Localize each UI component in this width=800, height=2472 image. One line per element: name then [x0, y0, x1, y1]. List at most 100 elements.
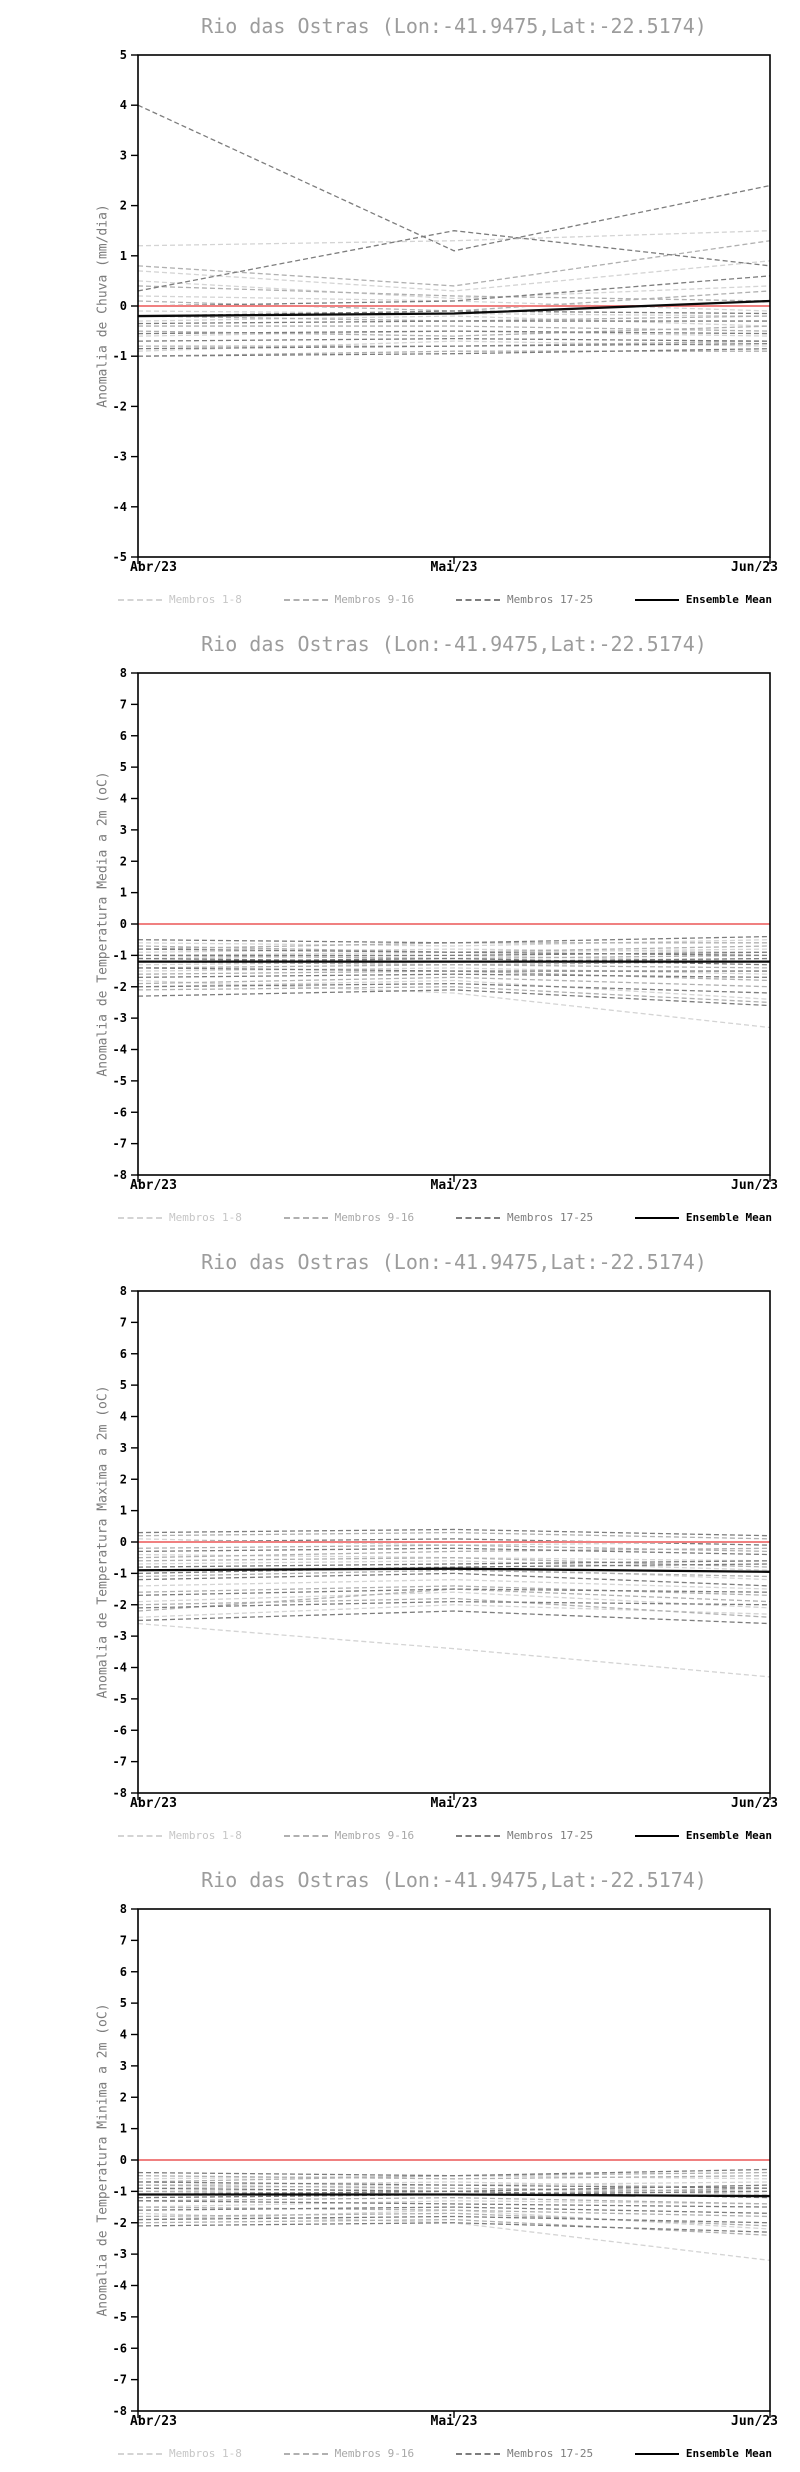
svg-text:0: 0 — [120, 917, 127, 931]
svg-text:-6: -6 — [113, 2341, 127, 2355]
svg-text:6: 6 — [120, 729, 127, 743]
solid-line-sample — [634, 2452, 679, 2455]
legend-label: Ensemble Mean — [685, 2447, 772, 2460]
legend-label: Membros 1-8 — [169, 2447, 242, 2460]
chart-temp-minima-anomaly: Rio das Ostras (Lon:-41.9475,Lat:-22.517… — [0, 1854, 800, 2472]
svg-text:-3: -3 — [113, 1011, 127, 1025]
legend-item-membros-1-8: Membros 1-8 — [118, 1829, 242, 1842]
svg-text:-8: -8 — [113, 2404, 127, 2418]
legend-item-membros-9-16: Membros 9-16 — [283, 593, 415, 606]
dashed-line-sample — [118, 1834, 162, 1837]
legend-label: Membros 9-16 — [334, 593, 415, 606]
solid-line-sample — [634, 1834, 679, 1837]
svg-text:-1: -1 — [113, 2184, 127, 2198]
legend-item-membros-17-25: Membros 17-25 — [455, 1829, 594, 1842]
svg-text:4: 4 — [120, 2028, 127, 2042]
legend-label: Membros 17-25 — [506, 1829, 594, 1842]
svg-text:-7: -7 — [113, 2373, 127, 2387]
svg-text:7: 7 — [120, 1933, 127, 1947]
x-tick-label: Abr/23 — [130, 2414, 177, 2429]
legend-label: Membros 17-25 — [506, 1211, 594, 1224]
svg-text:-1: -1 — [113, 349, 127, 363]
x-tick-label: Mai/23 — [430, 1178, 478, 1193]
svg-text:3: 3 — [120, 1441, 127, 1455]
x-tick-label: Jun/23 — [731, 1178, 778, 1193]
svg-text:8: 8 — [120, 1284, 127, 1298]
svg-text:-5: -5 — [113, 2310, 127, 2324]
svg-text:-7: -7 — [113, 1137, 127, 1151]
legend-label: Ensemble Mean — [685, 1829, 772, 1842]
legend-label: Ensemble Mean — [685, 593, 772, 606]
legend-item-ensemble-mean: Ensemble Mean — [634, 593, 772, 606]
legend-item-membros-17-25: Membros 17-25 — [455, 2447, 594, 2460]
svg-text:4: 4 — [120, 1410, 127, 1424]
chart-rain-anomaly: Rio das Ostras (Lon:-41.9475,Lat:-22.517… — [0, 0, 800, 618]
legend-label: Membros 9-16 — [334, 1829, 415, 1842]
legend-label: Membros 1-8 — [169, 1211, 242, 1224]
svg-text:-6: -6 — [113, 1105, 127, 1119]
svg-text:-3: -3 — [113, 450, 127, 464]
x-tick-label: Abr/23 — [130, 560, 177, 575]
legend: Membros 1-8 Membros 9-16 Membros 17-25 E… — [118, 593, 772, 606]
svg-text:-5: -5 — [113, 550, 127, 564]
legend-item-membros-17-25: Membros 17-25 — [455, 593, 594, 606]
svg-text:4: 4 — [120, 98, 127, 112]
svg-text:5: 5 — [120, 1378, 127, 1392]
dashed-line-sample — [455, 2452, 500, 2455]
svg-text:-4: -4 — [113, 1661, 127, 1675]
legend-label: Membros 9-16 — [334, 1211, 415, 1224]
svg-text:-4: -4 — [113, 2279, 127, 2293]
svg-text:4: 4 — [120, 792, 127, 806]
legend-label: Membros 1-8 — [169, 1829, 242, 1842]
dashed-line-sample — [283, 1834, 328, 1837]
y-axis-label: Anomalia de Chuva (mm/dia) — [95, 204, 111, 408]
svg-text:-2: -2 — [113, 399, 127, 413]
svg-text:-5: -5 — [113, 1074, 127, 1088]
svg-text:5: 5 — [120, 48, 127, 62]
legend: Membros 1-8 Membros 9-16 Membros 17-25 E… — [118, 1211, 772, 1224]
chart-title: Rio das Ostras (Lon:-41.9475,Lat:-22.517… — [201, 1250, 707, 1274]
x-tick-label: Mai/23 — [430, 1796, 478, 1811]
svg-text:6: 6 — [120, 1347, 127, 1361]
svg-text:-2: -2 — [113, 980, 127, 994]
dashed-line-sample — [455, 1834, 500, 1837]
x-tick-label: Abr/23 — [130, 1178, 177, 1193]
dashed-line-sample — [283, 2452, 328, 2455]
svg-text:2: 2 — [120, 854, 127, 868]
legend: Membros 1-8 Membros 9-16 Membros 17-25 E… — [118, 2447, 772, 2460]
svg-text:-1: -1 — [113, 948, 127, 962]
svg-text:8: 8 — [120, 1902, 127, 1916]
solid-line-sample — [634, 1216, 679, 1219]
svg-text:3: 3 — [120, 148, 127, 162]
chart-title: Rio das Ostras (Lon:-41.9475,Lat:-22.517… — [201, 1868, 707, 1892]
svg-text:-3: -3 — [113, 2247, 127, 2261]
x-tick-label: Abr/23 — [130, 1796, 177, 1811]
svg-text:1: 1 — [120, 886, 127, 900]
legend-item-ensemble-mean: Ensemble Mean — [634, 1211, 772, 1224]
legend-item-ensemble-mean: Ensemble Mean — [634, 1829, 772, 1842]
svg-text:-4: -4 — [113, 1043, 127, 1057]
legend-item-membros-9-16: Membros 9-16 — [283, 2447, 415, 2460]
plot-area: -8 -7 -6 -5 -4 -3 -2 -1 0 1 2 3 4 5 6 7 8 — [0, 1854, 800, 2472]
svg-text:1: 1 — [120, 1504, 127, 1518]
svg-text:-7: -7 — [113, 1755, 127, 1769]
svg-text:2: 2 — [120, 2090, 127, 2104]
chart-title: Rio das Ostras (Lon:-41.9475,Lat:-22.517… — [201, 632, 707, 656]
svg-text:-4: -4 — [113, 500, 127, 514]
x-tick-label: Jun/23 — [731, 2414, 778, 2429]
plot-area: -5 -4 -3 -2 -1 0 1 2 3 4 5 — [0, 0, 800, 618]
svg-text:-5: -5 — [113, 1692, 127, 1706]
legend-label: Membros 17-25 — [506, 2447, 594, 2460]
chart-temp-media-anomaly: Rio das Ostras (Lon:-41.9475,Lat:-22.517… — [0, 618, 800, 1236]
legend-label: Membros 1-8 — [169, 593, 242, 606]
svg-text:-2: -2 — [113, 1598, 127, 1612]
y-axis-label: Anomalia de Temperatura Minima a 2m (oC) — [95, 2003, 111, 2317]
legend-label: Membros 9-16 — [334, 2447, 415, 2460]
dashed-line-sample — [455, 598, 500, 601]
legend-label: Membros 17-25 — [506, 593, 594, 606]
svg-text:7: 7 — [120, 697, 127, 711]
svg-text:0: 0 — [120, 2153, 127, 2167]
legend-item-ensemble-mean: Ensemble Mean — [634, 2447, 772, 2460]
svg-text:-8: -8 — [113, 1786, 127, 1800]
svg-text:7: 7 — [120, 1315, 127, 1329]
